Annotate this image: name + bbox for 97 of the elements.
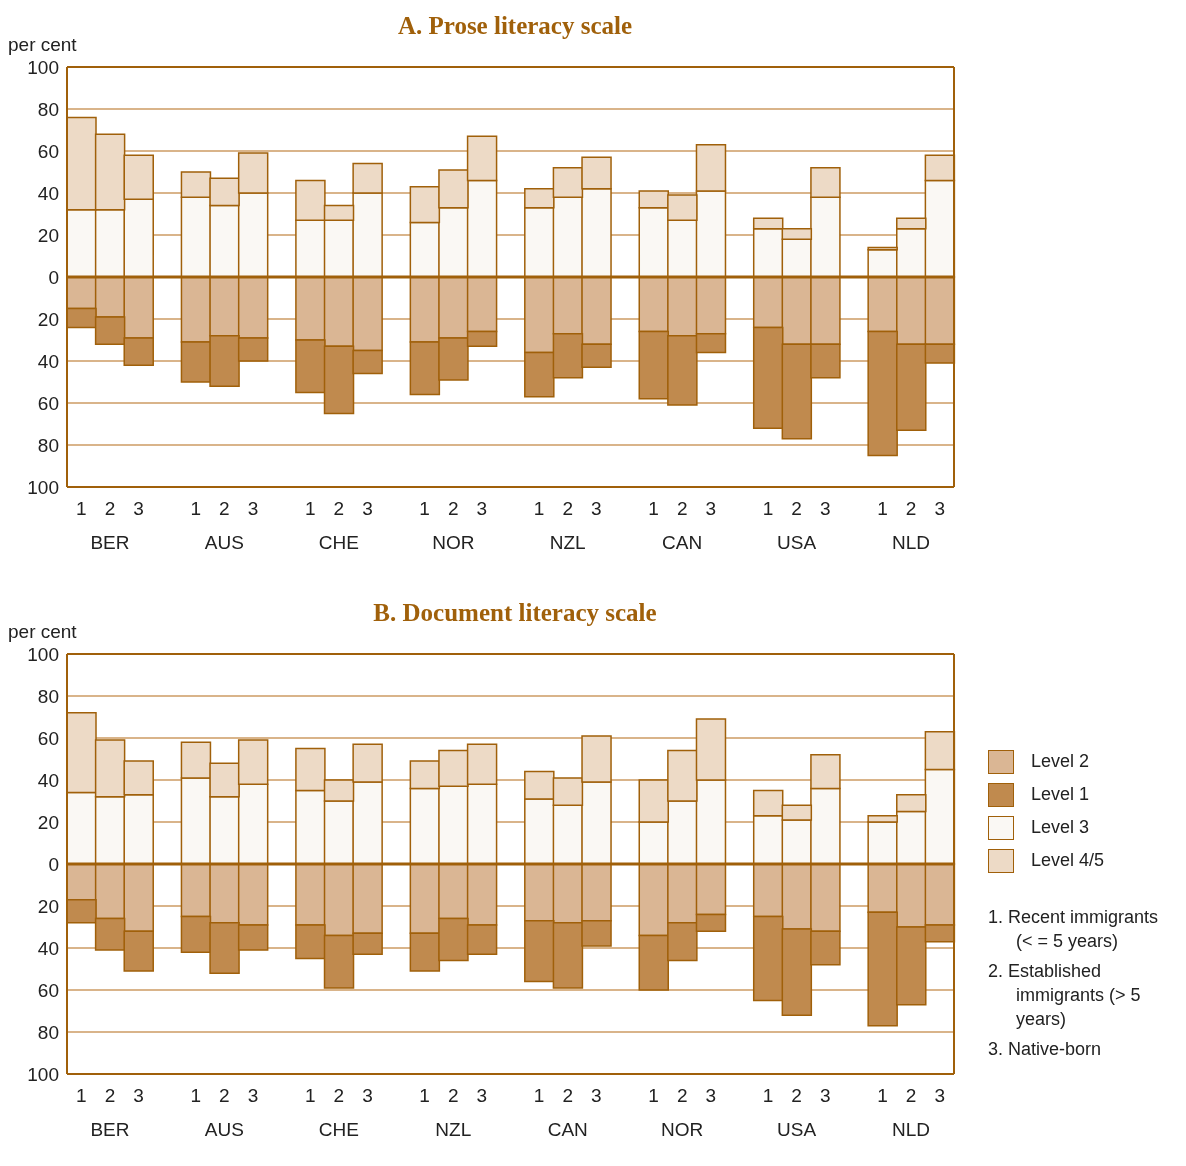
- x-tick-label: 2: [676, 498, 688, 519]
- legend-label: Level 2: [1031, 751, 1090, 772]
- x-tick-label: 2: [905, 498, 917, 519]
- x-tick-label: 2: [447, 498, 459, 519]
- x-tick-label: 2: [676, 1085, 688, 1106]
- y-tick-label: 40: [37, 769, 59, 791]
- y-tick-label: 80: [37, 685, 59, 707]
- x-tick-label: 1: [762, 1085, 774, 1106]
- x-tick-label: 1: [304, 1085, 316, 1106]
- x-tick-label: 3: [934, 1085, 945, 1106]
- x-tick-label: 1: [76, 1085, 87, 1106]
- x-tick-label: 3: [362, 1085, 373, 1106]
- y-tick-label: 40: [37, 350, 59, 372]
- x-tick-label: 2: [219, 498, 230, 519]
- text: 3. Native-born: [988, 1038, 1103, 1061]
- y-tick-label: 0: [48, 853, 59, 875]
- x-tick-label: 3: [591, 498, 602, 519]
- chart-title: A. Prose literacy scale: [396, 12, 634, 40]
- x-tick-label: 1: [190, 1085, 202, 1106]
- y-tick-label: 100: [27, 476, 59, 498]
- text: NZL: [435, 1119, 472, 1140]
- x-tick-label: 1: [762, 498, 774, 519]
- text: AUS: [204, 1119, 244, 1140]
- y-tick-label: 80: [37, 1021, 59, 1043]
- text: NLD: [892, 1119, 931, 1140]
- x-tick-label: 2: [791, 1085, 802, 1106]
- x-tick-label: 1: [648, 498, 659, 519]
- x-tick-label: 1: [877, 498, 888, 519]
- y-tick-label: 40: [37, 937, 59, 959]
- y-tick-label: 0: [48, 266, 59, 288]
- x-tick-label: 3: [476, 498, 488, 519]
- x-tick-label: 2: [905, 1085, 917, 1106]
- x-tick-label: 1: [190, 498, 202, 519]
- x-tick-label: 1: [648, 1085, 659, 1106]
- y-tick-label: 100: [27, 56, 59, 78]
- text: AUS: [204, 532, 244, 553]
- y-tick-label: 60: [37, 979, 59, 1001]
- x-tick-label: 3: [133, 1085, 144, 1106]
- y-axis-title: per cent: [8, 34, 77, 56]
- y-tick-label: 20: [37, 308, 59, 330]
- text: NLD: [892, 532, 931, 553]
- y-tick-label: 80: [37, 434, 59, 456]
- text: USA: [777, 1119, 817, 1140]
- legend-label: Level 4/5: [1031, 850, 1105, 871]
- x-tick-label: 3: [934, 498, 945, 519]
- x-tick-label: 3: [819, 498, 831, 519]
- text: BER: [90, 532, 130, 553]
- y-tick-label: 20: [37, 811, 59, 833]
- x-tick-label: 3: [476, 1085, 488, 1106]
- x-tick-label: 3: [133, 498, 144, 519]
- text: 2. Established immigrants (> 5 years): [988, 960, 1142, 1031]
- legend-label: Level 3: [1031, 817, 1090, 838]
- x-tick-label: 2: [104, 498, 116, 519]
- y-tick-label: 100: [27, 643, 59, 665]
- x-tick-label: 3: [362, 498, 373, 519]
- y-tick-label: 100: [27, 1063, 59, 1085]
- text: CHE: [318, 1119, 359, 1140]
- x-tick-label: 3: [247, 1085, 259, 1106]
- x-tick-label: 3: [591, 1085, 602, 1106]
- x-tick-label: 3: [705, 498, 717, 519]
- text: 1. Recent immigrants (< = 5 years): [988, 906, 1160, 953]
- y-tick-label: 60: [37, 140, 59, 162]
- text: CAN: [547, 1119, 588, 1140]
- x-tick-label: 1: [533, 498, 545, 519]
- y-tick-label: 80: [37, 98, 59, 120]
- text: CAN: [662, 532, 703, 553]
- y-tick-label: 20: [37, 224, 59, 246]
- x-tick-label: 2: [333, 1085, 345, 1106]
- text: CHE: [318, 532, 359, 553]
- y-axis-title: per cent: [8, 621, 77, 643]
- x-tick-label: 2: [333, 498, 345, 519]
- x-tick-label: 1: [419, 498, 430, 519]
- y-tick-label: 40: [37, 182, 59, 204]
- legend-label: Level 1: [1031, 784, 1090, 805]
- x-tick-label: 2: [104, 1085, 116, 1106]
- x-tick-label: 2: [562, 1085, 574, 1106]
- y-tick-label: 60: [37, 392, 59, 414]
- x-tick-label: 2: [219, 1085, 230, 1106]
- text: NOR: [432, 532, 475, 553]
- chart-title: B. Document literacy scale: [372, 599, 658, 627]
- y-tick-label: 60: [37, 727, 59, 749]
- x-tick-label: 1: [304, 498, 316, 519]
- text: USA: [777, 532, 817, 553]
- x-tick-label: 2: [562, 498, 574, 519]
- x-tick-label: 1: [76, 498, 87, 519]
- x-tick-label: 2: [447, 1085, 459, 1106]
- x-tick-label: 2: [791, 498, 802, 519]
- y-tick-label: 20: [37, 895, 59, 917]
- x-tick-label: 3: [705, 1085, 717, 1106]
- x-tick-label: 1: [419, 1085, 430, 1106]
- x-tick-label: 1: [877, 1085, 888, 1106]
- text: NZL: [549, 532, 586, 553]
- x-tick-label: 3: [819, 1085, 831, 1106]
- text: NOR: [661, 1119, 704, 1140]
- x-tick-label: 3: [247, 498, 259, 519]
- text: BER: [90, 1119, 130, 1140]
- x-tick-label: 1: [533, 1085, 545, 1106]
